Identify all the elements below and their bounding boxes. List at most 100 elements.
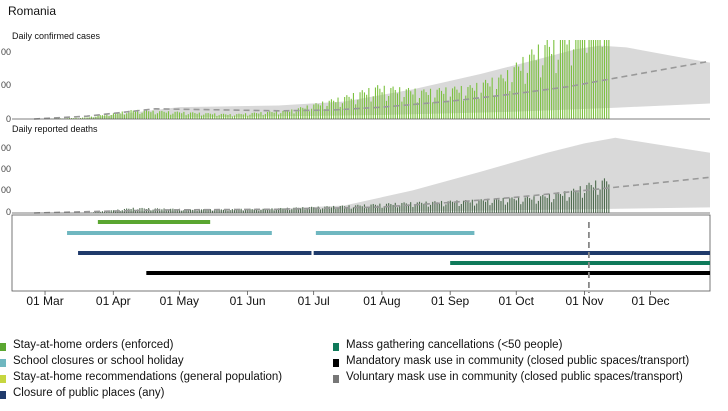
daily-bar [482,200,484,213]
daily-bar [429,88,432,119]
daily-bar [280,113,282,119]
daily-bar [374,204,377,213]
daily-bar [339,206,341,213]
daily-bar [249,208,251,213]
daily-bar [445,87,447,119]
daily-bar [236,114,238,119]
x-tick-label: 01 Jun [230,294,266,308]
daily-bar [564,40,566,119]
daily-bar [115,112,117,119]
daily-bar [421,202,423,213]
daily-bar [361,90,363,119]
x-tick-label: 01 Dec [632,294,670,308]
daily-bar [513,198,515,213]
daily-bar [390,204,392,213]
legend-item-mass-gathering: Mass gathering cancellations (<50 people… [333,339,562,351]
daily-bar [500,74,502,119]
daily-bar [458,92,460,119]
daily-bar [304,209,306,213]
daily-bar [410,91,412,119]
daily-bar [555,73,557,119]
daily-bar [559,194,561,213]
daily-bar [97,115,99,119]
daily-bar [150,112,152,119]
daily-bar [324,206,326,213]
daily-bar [271,112,273,119]
daily-bar [225,208,227,213]
daily-bar [172,208,174,213]
daily-bar [471,87,473,119]
daily-bar [522,201,524,213]
daily-bar [187,208,189,213]
daily-bar [377,205,379,213]
legend-swatch [0,343,6,351]
daily-bar [427,94,429,119]
daily-bar [112,113,114,119]
legend-swatch [333,359,339,367]
daily-bar [159,208,161,213]
daily-bar [405,89,407,119]
daily-bar [500,201,502,213]
daily-bar [445,204,447,213]
daily-bar [412,94,414,119]
daily-bar [355,104,357,119]
daily-bar [302,107,304,119]
daily-bar [608,40,610,119]
daily-bar [416,102,418,119]
daily-bar [590,40,592,119]
daily-bar [163,111,165,119]
intervention-bar [146,271,711,275]
daily-bar [553,199,555,213]
daily-bar [390,87,392,119]
daily-bar [99,115,101,119]
daily-bar [216,115,218,119]
daily-bar [570,190,572,213]
daily-bar [247,208,249,213]
daily-bar [238,209,240,213]
daily-bar [335,102,337,119]
daily-bar [143,110,145,119]
daily-bar [533,196,535,213]
daily-bar [326,105,328,119]
daily-bar [315,207,317,213]
daily-bar [546,40,548,119]
daily-bar [344,206,346,213]
daily-bar [176,111,178,119]
daily-bar [535,203,537,213]
x-tick-label: 01 Jul [298,294,330,308]
daily-bar [88,117,90,119]
daily-bar [485,201,487,213]
daily-bar [189,209,192,213]
daily-bar [584,193,586,213]
daily-bar [595,40,597,119]
daily-bar [372,203,374,213]
daily-bar [198,112,200,119]
daily-bar [584,40,586,119]
daily-bar [289,210,291,213]
daily-bar [172,113,174,119]
daily-bar [286,207,288,213]
daily-bar [326,206,328,213]
daily-bar [504,81,506,119]
daily-bar [352,207,354,213]
daily-bar [368,88,370,119]
daily-bar [174,209,176,213]
daily-bar [82,117,84,119]
daily-bar [348,96,350,119]
daily-bar [592,40,594,119]
daily-bar [546,197,548,213]
daily-bar [383,206,385,213]
daily-bar [97,211,99,213]
daily-bar [460,204,462,213]
daily-bar [108,116,110,119]
daily-bar [374,87,377,119]
daily-bar [502,197,504,213]
x-tick-label: 01 Apr [96,294,131,308]
daily-bar [467,87,469,119]
legend-label: Mass gathering cancellations (<50 people… [346,339,563,351]
daily-bar [542,65,544,119]
daily-bar [473,205,476,213]
daily-bar [421,90,423,119]
daily-bar [515,62,517,119]
daily-bar [233,115,236,119]
